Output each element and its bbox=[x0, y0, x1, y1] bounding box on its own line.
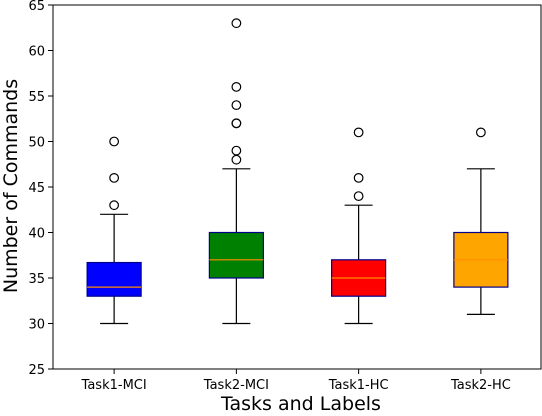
outlier-point bbox=[231, 154, 242, 165]
outlier-point bbox=[353, 191, 364, 202]
y-axis-label: Number of Commands bbox=[0, 79, 22, 293]
y-tick-label: 45 bbox=[28, 181, 45, 196]
box bbox=[86, 261, 142, 297]
outlier-point bbox=[109, 136, 120, 147]
y-tick-label: 40 bbox=[28, 227, 45, 242]
x-tick-label: Task2-HC bbox=[450, 378, 511, 393]
outlier-point bbox=[109, 172, 120, 183]
x-tick-label: Task1-HC bbox=[328, 378, 389, 393]
x-tick-label: Task1-MCI bbox=[81, 378, 147, 393]
y-tick-label: 65 bbox=[28, 0, 45, 14]
y-tick-label: 60 bbox=[28, 45, 45, 60]
box bbox=[208, 231, 264, 279]
x-axis-label: Tasks and Labels bbox=[220, 393, 381, 412]
outlier-point bbox=[231, 145, 242, 156]
x-tick-label: Task2-MCI bbox=[203, 378, 269, 393]
y-tick-label: 50 bbox=[28, 136, 45, 151]
y-tick-label: 25 bbox=[28, 363, 45, 378]
outlier-point bbox=[231, 18, 242, 29]
y-tick-label: 35 bbox=[28, 272, 45, 287]
outlier-point bbox=[353, 172, 364, 183]
outlier-point bbox=[231, 81, 242, 92]
outlier-point bbox=[109, 200, 120, 211]
outlier-point bbox=[231, 118, 242, 129]
y-tick-label: 30 bbox=[28, 318, 45, 333]
outlier-point bbox=[353, 127, 364, 138]
y-tick-label: 55 bbox=[28, 90, 45, 105]
outlier-point bbox=[475, 127, 486, 138]
outlier-point bbox=[231, 100, 242, 110]
